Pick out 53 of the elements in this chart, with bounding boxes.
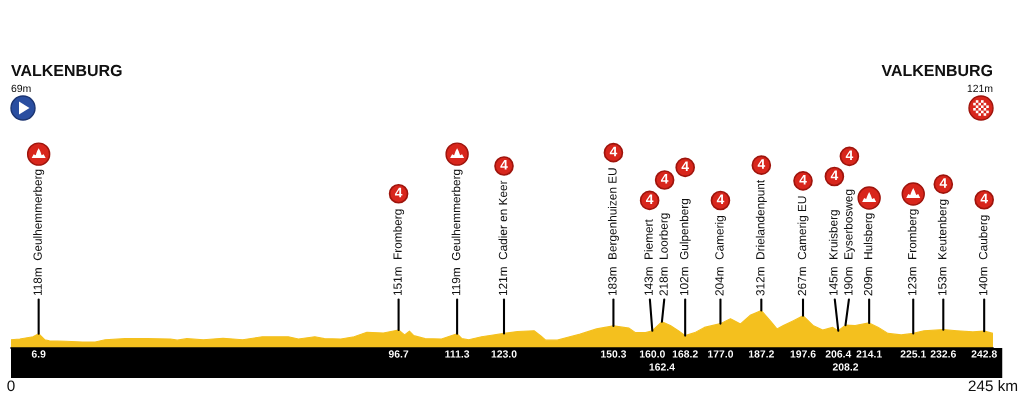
text: 206.4 [825, 350, 852, 358]
annotation: 204m Camerig [714, 216, 726, 296]
text: 4 [939, 178, 948, 188]
text: 4 [845, 150, 854, 160]
annotation: 102m Gulpenberg [679, 198, 691, 296]
annotation: 153m Keutenberg [937, 199, 949, 296]
text: 6.9 [31, 350, 46, 358]
annotation: 183m Bergenhuizen EU [607, 168, 619, 296]
x-tick-label: 245 km [968, 380, 1018, 392]
text: 4 [660, 174, 669, 184]
text: 214.1 [856, 350, 882, 358]
annotation: 209m Hulsberg [863, 213, 875, 296]
annotation: 140m Cauberg [978, 215, 990, 296]
text: 168.2 [672, 350, 698, 358]
text: 242.8 [971, 350, 997, 358]
annotation: 312m Drielandenpunt [755, 179, 767, 296]
text: 4 [681, 161, 689, 171]
text: 177.0 [708, 350, 734, 358]
annotation: 121m Cadier en Keer [498, 180, 508, 296]
text: 4 [716, 194, 725, 205]
annotation: 143m Piemert [644, 219, 653, 296]
text: 150.3 [601, 350, 627, 358]
text: 197.6 [790, 350, 816, 358]
text: VALKENBURG [881, 64, 993, 77]
annotation: 190m Eyserbosweg [843, 189, 855, 296]
text: 4 [394, 187, 403, 198]
x-tick-label: 0 [7, 380, 15, 392]
text: 4 [799, 174, 807, 185]
annotation: 123m Fromberg [907, 209, 919, 296]
annotation: 267m Camerig EU [797, 196, 809, 296]
text: 121m [967, 84, 993, 92]
text: 208.2 [832, 363, 859, 371]
text: 4 [645, 194, 654, 204]
text: 4 [500, 160, 508, 170]
text: 4 [980, 193, 988, 204]
text: 187.2 [748, 350, 774, 358]
text: 232.6 [930, 350, 956, 358]
annotation: 145m Kruisberg [828, 210, 840, 296]
annotation: 119m Geulhemmerberg [451, 169, 463, 296]
text: VALKENBURG [11, 64, 122, 77]
text: 162.4 [649, 363, 675, 371]
annotation: 118m Geulhemmerberg [33, 169, 45, 296]
text: 111.3 [445, 350, 470, 358]
text: 4 [757, 159, 766, 169]
text: 4 [609, 146, 618, 157]
text: 225.1 [900, 350, 926, 358]
text: 123.0 [491, 350, 517, 358]
annotation: 151m Fromberg [393, 209, 405, 296]
text: 69m [11, 84, 31, 93]
annotation: 218m Loorberg [659, 213, 671, 296]
text: 96.7 [388, 350, 409, 358]
text: 160.0 [639, 350, 665, 358]
text: 4 [830, 170, 839, 181]
